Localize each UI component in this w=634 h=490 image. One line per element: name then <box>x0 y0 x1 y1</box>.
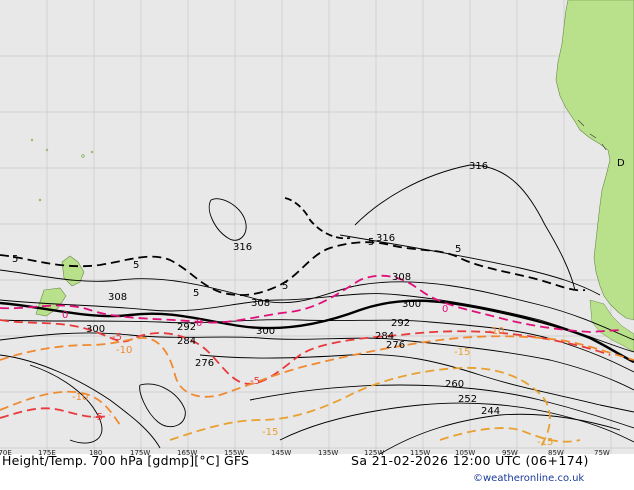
temp-label: -15 <box>537 437 553 448</box>
temp-label: 5 <box>12 254 18 265</box>
temp-label: 5 <box>282 281 288 292</box>
temp-label: 0 <box>196 318 202 329</box>
lon-label: 145W <box>271 449 292 457</box>
lon-label: 75W <box>594 449 610 457</box>
height-label: 316 <box>376 233 395 244</box>
temp-label: -5 <box>250 376 260 387</box>
height-label: 292 <box>177 322 196 333</box>
height-labels: 316 316 316 308 308 308 300 300 300 292 … <box>86 161 500 417</box>
temp-label: -5 <box>93 412 103 423</box>
pacific-islands <box>30 138 94 202</box>
map-datetime: Sa 21-02-2026 12:00 UTC (06+174) <box>351 453 589 468</box>
height-label: 300 <box>86 324 105 335</box>
temp-label: -10 <box>488 326 504 337</box>
lon-label: 180 <box>89 449 103 457</box>
temp-contour-minus5-b <box>0 407 111 419</box>
temp-contour-minus10 <box>0 335 634 398</box>
height-label: 300 <box>402 299 421 310</box>
temp-contour-0 <box>0 274 621 333</box>
credit-link[interactable]: ©weatheronline.co.uk <box>473 473 585 484</box>
lon-label: 125W <box>364 449 385 457</box>
temp-label: -10 <box>72 392 88 403</box>
height-label: 244 <box>481 406 500 417</box>
height-label: 316 <box>469 161 488 172</box>
temp-contour-minus10-b <box>0 390 121 426</box>
lon-label: 170E <box>0 449 12 457</box>
temp-label: 5 <box>368 237 374 248</box>
height-label: 260 <box>445 379 464 390</box>
temp-labels: 5 5 5 5 5 5 0 0 0 -5 -5 -10 -10 -10 -15 … <box>12 237 553 448</box>
height-label: 308 <box>108 292 127 303</box>
footer-bar <box>0 454 634 490</box>
land-marks: D <box>577 119 625 169</box>
height-label: 284 <box>375 331 394 342</box>
height-label: 300 <box>256 326 275 337</box>
height-label: 284 <box>177 336 196 347</box>
height-label: 252 <box>458 394 477 405</box>
temp-label: 5 <box>455 244 461 255</box>
lon-label: 175W <box>130 449 151 457</box>
temp-contour-minus15 <box>169 366 551 449</box>
svg-text:D: D <box>617 158 625 169</box>
height-label: 276 <box>195 358 214 369</box>
temp-contour-5 <box>0 241 586 296</box>
south-america-land <box>555 0 634 321</box>
lon-label: 135W <box>318 449 339 457</box>
height-contour-300 <box>0 299 634 364</box>
lon-label: 165W <box>177 449 198 457</box>
lon-label: 85W <box>548 449 564 457</box>
lat-lon-grid <box>0 0 634 454</box>
map-title: Height/Temp. 700 hPa [gdmp][°C] GFS <box>2 453 250 468</box>
temp-label: 0 <box>62 310 68 321</box>
lon-label: 155W <box>224 449 245 457</box>
height-contours <box>0 164 634 455</box>
lon-label: 175E <box>38 449 56 457</box>
temp-label: 5 <box>193 288 199 299</box>
temp-label: 0 <box>442 304 448 315</box>
temp-contour-5-islands <box>284 197 351 240</box>
temp-label: -5 <box>112 332 122 343</box>
height-label: 276 <box>386 340 405 351</box>
temp-label: 5 <box>133 260 139 271</box>
southern-chile-islands <box>589 299 634 353</box>
lon-label: 115W <box>410 449 431 457</box>
height-label: 308 <box>392 272 411 283</box>
lon-label: 105W <box>455 449 476 457</box>
temp-label: -10 <box>116 345 132 356</box>
height-label: 316 <box>233 242 252 253</box>
temp-label: -15 <box>454 347 470 358</box>
height-label: 308 <box>251 298 270 309</box>
temp-label: -15 <box>262 427 278 438</box>
lon-label: 95W <box>502 449 518 457</box>
height-label: 292 <box>391 318 410 329</box>
